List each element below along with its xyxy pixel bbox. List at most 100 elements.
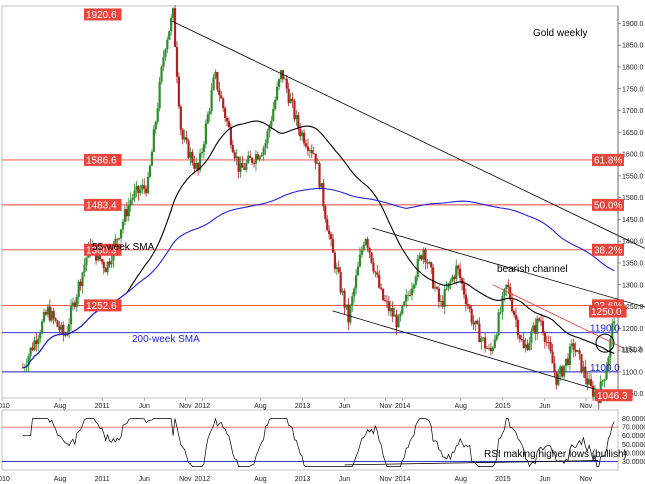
- price-tick-label: 1450.0: [622, 217, 644, 224]
- level-label-1380: 1380.3: [86, 245, 117, 256]
- candle-body: [108, 261, 111, 265]
- candle-body: [210, 90, 213, 111]
- candle-body: [175, 46, 179, 77]
- level-label-1586-box: [84, 153, 122, 166]
- candle-body: [104, 268, 107, 273]
- candle-body: [116, 238, 119, 240]
- candle-body: [485, 348, 489, 350]
- candles: [21, 5, 616, 410]
- candle-body: [588, 379, 591, 385]
- candle-body: [204, 123, 207, 145]
- rsi-x-tick-label: 2014: [395, 476, 411, 483]
- candle-body: [264, 143, 267, 149]
- candle-body: [335, 267, 338, 270]
- fib-label: 61.8%: [594, 155, 622, 166]
- candle-body: [482, 337, 485, 339]
- candle-body: [289, 98, 292, 103]
- x-tick-label: 2011: [95, 403, 110, 410]
- x-tick-label: 2014: [395, 403, 411, 410]
- rsi-annotation: RSI making higher lows (bullish): [484, 449, 627, 460]
- candle-body: [393, 314, 396, 317]
- candle-body: [166, 39, 169, 50]
- candle-body: [516, 319, 520, 336]
- candle-body: [333, 252, 337, 270]
- candle-body: [466, 304, 469, 306]
- candle-body: [376, 272, 379, 275]
- candle-body: [285, 78, 288, 89]
- candle-body: [385, 300, 389, 302]
- level-label-1586: 1586.6: [86, 155, 117, 166]
- candle-body: [480, 338, 483, 343]
- candle-body: [530, 331, 533, 343]
- candle-body: [476, 320, 479, 324]
- candle-body: [453, 276, 456, 280]
- candle-body: [547, 342, 550, 343]
- candle-body: [131, 197, 134, 201]
- fib-label: 50.0%: [594, 200, 622, 211]
- candle-body: [320, 183, 323, 188]
- candle-body: [405, 295, 408, 302]
- level-label-1483-box: [84, 198, 122, 211]
- rsi-x-tick-label: 2015: [495, 476, 511, 483]
- candle-body: [589, 379, 593, 386]
- candle-body: [420, 255, 423, 260]
- candle-body: [451, 276, 454, 282]
- candle-body: [459, 268, 462, 279]
- support-level-label: 1100.0: [590, 363, 620, 374]
- candle-body: [172, 8, 175, 18]
- x-tick-label: Jun: [539, 403, 550, 410]
- candle-body: [214, 72, 217, 78]
- rsi-tick-label: 30.0000: [622, 459, 645, 466]
- candle-body: [495, 335, 498, 340]
- level-label-1380-box: [84, 243, 122, 256]
- candle-body: [582, 366, 585, 373]
- rsi-tick-label: 70.0000: [622, 425, 645, 432]
- candle-body: [277, 79, 281, 87]
- chart-title: Gold weekly: [533, 28, 587, 39]
- fib-label-box: [592, 153, 624, 166]
- trendlines: [172, 20, 645, 392]
- candle-body: [100, 259, 103, 262]
- rsi-x-tick-label: Aug: [254, 476, 267, 483]
- candle-body: [447, 282, 450, 289]
- candle-body: [484, 337, 487, 349]
- candle-body: [563, 365, 566, 377]
- candle-body: [185, 137, 188, 141]
- candle-body: [195, 162, 198, 169]
- candle-body: [464, 294, 467, 305]
- candle-body: [258, 156, 261, 160]
- candle-body: [539, 320, 543, 322]
- candle-body: [603, 379, 606, 381]
- candle-body: [522, 340, 525, 348]
- candle-body: [410, 288, 414, 296]
- candle-body: [441, 300, 444, 307]
- rsi-tick-label: 40.0000: [622, 450, 645, 457]
- x-tick-label: 2013: [295, 403, 311, 410]
- candle-body: [572, 343, 575, 350]
- candle-body: [435, 287, 439, 289]
- candle-body: [270, 120, 273, 126]
- candle-body: [71, 302, 75, 307]
- x-tick-label: Aug: [455, 403, 468, 410]
- price-tick-label: 1200.0: [622, 326, 644, 333]
- sma55-label: 55-week SMA: [92, 242, 155, 253]
- candle-body: [551, 351, 554, 364]
- candle-body: [229, 127, 232, 145]
- candle-body: [378, 274, 381, 288]
- candle-body: [474, 320, 477, 325]
- rsi-line: [22, 417, 615, 468]
- rsi-x-tick-label: Jun: [539, 476, 550, 483]
- breakout-circle: [595, 333, 615, 353]
- price-tick-label: 1250.0: [622, 304, 644, 311]
- candle-body: [158, 81, 161, 109]
- rsi-higher-lows-line: [344, 460, 598, 466]
- candle-body: [31, 347, 34, 350]
- candle-body: [197, 162, 200, 171]
- candle-body: [179, 106, 182, 130]
- fib-label-box: [592, 243, 624, 256]
- resistance-label: 1250.0: [591, 307, 622, 318]
- candle-body: [148, 165, 152, 177]
- candle-body: [154, 121, 157, 130]
- candle-body: [491, 347, 494, 352]
- candle-body: [433, 287, 437, 289]
